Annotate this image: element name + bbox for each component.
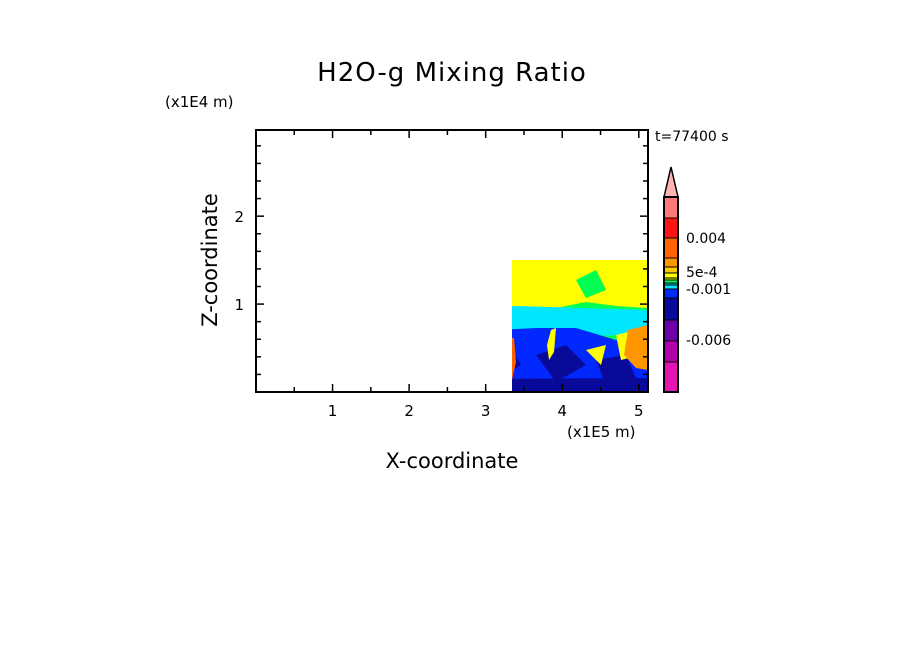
contour-orange-right bbox=[624, 325, 648, 370]
axes: 1 2 3 4 5 1 2 bbox=[234, 130, 648, 420]
contour-plume-2 bbox=[419, 308, 434, 365]
contour-plume-5 bbox=[547, 328, 556, 360]
colorbar: 0.004 5e-4-0.001 -0.006 bbox=[663, 166, 731, 393]
contour-yellow-upper2 bbox=[566, 138, 648, 165]
contour-plume-3 bbox=[482, 335, 492, 380]
y-tick-label: 1 bbox=[234, 296, 244, 314]
colorbar-segment bbox=[663, 288, 679, 299]
contour-yellow-stripes bbox=[456, 198, 648, 242]
chart-title: H2O-g Mixing Ratio bbox=[317, 58, 587, 88]
x-tick-label: 2 bbox=[404, 402, 414, 420]
colorbar-label: 0.004 bbox=[686, 231, 726, 247]
plot-frame bbox=[255, 129, 649, 393]
colorbar-segment bbox=[663, 196, 679, 219]
colorbar-frame bbox=[663, 196, 679, 393]
colorbar-label: -0.006 bbox=[686, 333, 731, 349]
x-tick-label: 5 bbox=[634, 402, 644, 420]
colorbar-segment bbox=[663, 237, 679, 259]
colorbar-segment bbox=[663, 340, 679, 363]
contour-darkblue-blobs bbox=[512, 345, 648, 392]
contour-yellow-upper bbox=[456, 130, 648, 192]
colorbar-segment bbox=[663, 257, 679, 268]
colorbar-segment bbox=[663, 217, 679, 239]
colorbar-segment bbox=[663, 284, 679, 290]
x-axis-unit: (x1E5 m) bbox=[567, 423, 636, 441]
contour-green-pockets bbox=[576, 270, 606, 298]
x-tick-label: 3 bbox=[481, 402, 491, 420]
contour-plume-1 bbox=[379, 330, 388, 380]
colorbar-segment bbox=[663, 272, 679, 279]
colorbar-label: -0.001 bbox=[686, 282, 731, 298]
contour-plume-4 bbox=[512, 338, 516, 380]
x-tick-label: 1 bbox=[328, 402, 338, 420]
time-annotation: t=77400 s bbox=[655, 129, 729, 145]
colorbar-segment bbox=[663, 297, 679, 321]
x-tick-label: 4 bbox=[557, 402, 567, 420]
z-axis-unit: (x1E4 m) bbox=[165, 93, 234, 111]
colorbar-segment bbox=[663, 361, 679, 393]
contour-field bbox=[256, 130, 648, 392]
colorbar-segment bbox=[663, 319, 679, 342]
colorbar-segment bbox=[663, 266, 679, 274]
x-axis-label: X-coordinate bbox=[385, 449, 519, 473]
y-tick-label: 2 bbox=[234, 208, 244, 226]
contour-orange-left bbox=[256, 335, 270, 370]
colorbar-label: 5e-4 bbox=[686, 265, 718, 281]
colorbar-extend-arrow bbox=[663, 166, 679, 198]
